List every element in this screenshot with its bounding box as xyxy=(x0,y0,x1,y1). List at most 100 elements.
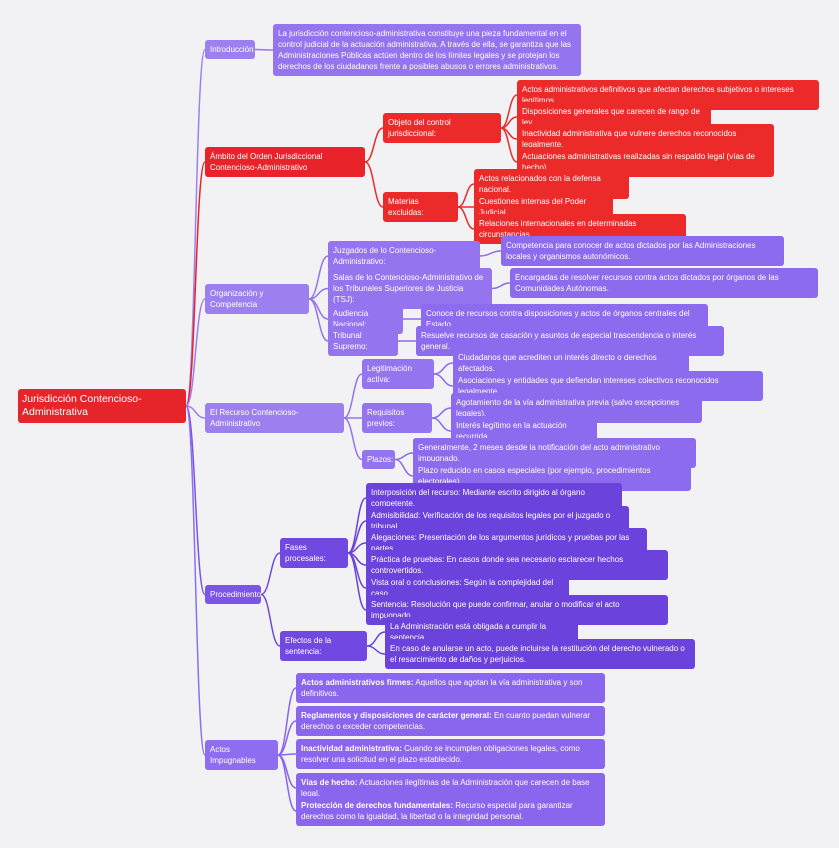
topic-node[interactable]: La jurisdicción contencioso-administrati… xyxy=(273,24,581,76)
topic-node[interactable]: Encargadas de resolver recursos contra a… xyxy=(510,268,818,298)
topic-node[interactable]: Inactividad administrativa: Cuando se in… xyxy=(296,739,605,769)
topic-node[interactable]: Introducción xyxy=(205,40,255,59)
topic-node[interactable]: Requisitos previos: xyxy=(362,403,432,433)
node-heading: Inactividad administrativa: xyxy=(301,744,402,753)
connector xyxy=(260,552,281,596)
node-label: Interposición del recurso: Mediante escr… xyxy=(371,488,585,508)
connector xyxy=(479,250,502,257)
topic-node[interactable]: Objeto del control jurisdiccional: xyxy=(383,113,501,143)
node-label: Jurisdicción Contencioso-Administrativa xyxy=(22,393,142,418)
node-label: Aquellos que agotan la vía administrativ… xyxy=(301,678,583,698)
topic-node[interactable]: Tribunal Supremo: xyxy=(328,326,398,356)
connector xyxy=(364,161,384,208)
node-heading: Protección de derechos fundamentales: xyxy=(301,801,454,810)
node-label: En cuanto puedan vulnerar derechos o exc… xyxy=(301,711,591,731)
node-label: Materias excluidas: xyxy=(388,197,424,217)
topic-node[interactable]: Plazos: xyxy=(362,450,395,469)
connector xyxy=(431,417,452,432)
node-label: Disposiciones generales que carecen de r… xyxy=(522,107,700,127)
connector xyxy=(394,452,414,461)
node-label: Actuaciones ilegítimas de la Administrac… xyxy=(301,778,590,798)
connector xyxy=(433,362,454,375)
topic-node[interactable]: Fases procesales: xyxy=(280,538,348,568)
topic-node[interactable]: El Recurso Contencioso-Administrativo xyxy=(205,403,344,433)
connector xyxy=(185,405,206,756)
node-label: Admisibilidad: Verificación de los requi… xyxy=(371,511,611,531)
topic-node[interactable]: Reglamentos y disposiciones de carácter … xyxy=(296,706,605,736)
connector xyxy=(491,282,511,290)
connector xyxy=(343,417,363,461)
node-label: Juzgados de lo Contencioso-Administrativ… xyxy=(333,246,437,266)
node-label: Cuando se incumplen obligaciones legales… xyxy=(301,744,580,764)
connector xyxy=(347,497,367,554)
node-label: Introducción xyxy=(210,45,254,54)
topic-node[interactable]: Ámbito del Orden Jurisdiccional Contenci… xyxy=(205,147,365,177)
node-label: En caso de anularse un acto, puede inclu… xyxy=(390,644,685,664)
node-label: Agotamiento de la vía administrativa pre… xyxy=(456,398,680,418)
node-label: Fases procesales: xyxy=(285,543,326,563)
connector xyxy=(366,631,386,647)
node-label: Tribunal Supremo: xyxy=(333,331,368,351)
node-label: Inactividad administrativa que vulnere d… xyxy=(522,129,737,149)
topic-node[interactable]: Legitimación activa: xyxy=(362,359,434,389)
node-label: La jurisdicción contencioso-administrati… xyxy=(278,29,572,71)
connector xyxy=(457,183,475,208)
topic-node[interactable]: Juzgados de lo Contencioso-Administrativ… xyxy=(328,241,480,271)
node-label: Actuaciones administrativas realizadas s… xyxy=(522,152,756,172)
connector xyxy=(277,754,297,812)
node-heading: Actos administrativos firmes: xyxy=(301,678,414,687)
node-label: Conoce de recursos contra disposiciones … xyxy=(426,309,690,329)
topic-node[interactable]: Protección de derechos fundamentales: Re… xyxy=(296,796,605,826)
node-label: La Administración está obligada a cumpli… xyxy=(390,622,547,642)
connector xyxy=(185,298,206,407)
topic-node[interactable]: Competencia para conocer de actos dictad… xyxy=(501,236,784,266)
node-label: Actos administrativos definitivos que af… xyxy=(522,85,794,105)
node-label: Objeto del control jurisdiccional: xyxy=(388,118,451,138)
connector xyxy=(185,161,206,407)
connector xyxy=(254,48,274,51)
root-node[interactable]: Jurisdicción Contencioso-Administrativa xyxy=(18,389,186,423)
node-label: Plazos: xyxy=(367,455,394,464)
node-label: Vista oral o conclusiones: Según la comp… xyxy=(371,578,554,598)
connector xyxy=(308,298,329,320)
node-label: Competencia para conocer de actos dictad… xyxy=(506,241,756,261)
topic-node[interactable]: Organización y Competencia xyxy=(205,284,309,314)
node-label: Práctica de pruebas: En casos donde sea … xyxy=(371,555,624,575)
connector xyxy=(308,298,329,342)
node-label: Alegaciones: Presentación de los argumen… xyxy=(371,533,630,553)
node-label: Generalmente, 2 meses desde la notificac… xyxy=(418,443,660,463)
node-label: Ciudadanos que acrediten un interés dire… xyxy=(458,353,657,373)
node-heading: Vías de hecho: xyxy=(301,778,358,787)
node-label: Salas de lo Contencioso-Administrativo d… xyxy=(333,273,484,304)
connector xyxy=(433,373,454,387)
node-label: Resuelve recursos de casación y asuntos … xyxy=(421,331,697,351)
topic-node[interactable]: Materias excluidas: xyxy=(383,192,458,222)
node-label: Sentencia: Resolución que puede confirma… xyxy=(371,600,620,620)
node-label: Encargadas de resolver recursos contra a… xyxy=(515,273,779,293)
node-label: Actos relacionados con la defensa nacion… xyxy=(479,174,601,194)
topic-node[interactable]: Actos administrativos firmes: Aquellos q… xyxy=(296,673,605,703)
connector xyxy=(277,720,297,756)
connector xyxy=(185,405,206,596)
connector xyxy=(343,373,363,419)
node-label: Relaciones internacionales en determinad… xyxy=(479,219,637,239)
node-label: Audiencia Nacional: xyxy=(333,309,369,329)
node-label: Interés legítimo en la actuación recurri… xyxy=(456,421,567,441)
node-label: Plazo reducido en casos especiales (por … xyxy=(418,466,651,486)
node-label: Requisitos previos: xyxy=(367,408,405,428)
node-label: El Recurso Contencioso-Administrativo xyxy=(210,408,299,428)
topic-node[interactable]: En caso de anularse un acto, puede inclu… xyxy=(385,639,695,669)
connector xyxy=(364,127,384,163)
connector xyxy=(308,255,329,300)
connector xyxy=(347,552,367,611)
topic-node[interactable]: Efectos de la sentencia: xyxy=(280,631,367,661)
topic-node[interactable]: Actos Impugnables xyxy=(205,740,278,770)
node-label: Ámbito del Orden Jurisdiccional Contenci… xyxy=(210,152,323,172)
topic-node[interactable]: Salas de lo Contencioso-Administrativo d… xyxy=(328,268,492,309)
node-label: Procedimiento xyxy=(210,590,262,599)
topic-node[interactable]: Procedimiento xyxy=(205,585,261,604)
connector xyxy=(260,593,281,647)
node-label: Efectos de la sentencia: xyxy=(285,636,332,656)
